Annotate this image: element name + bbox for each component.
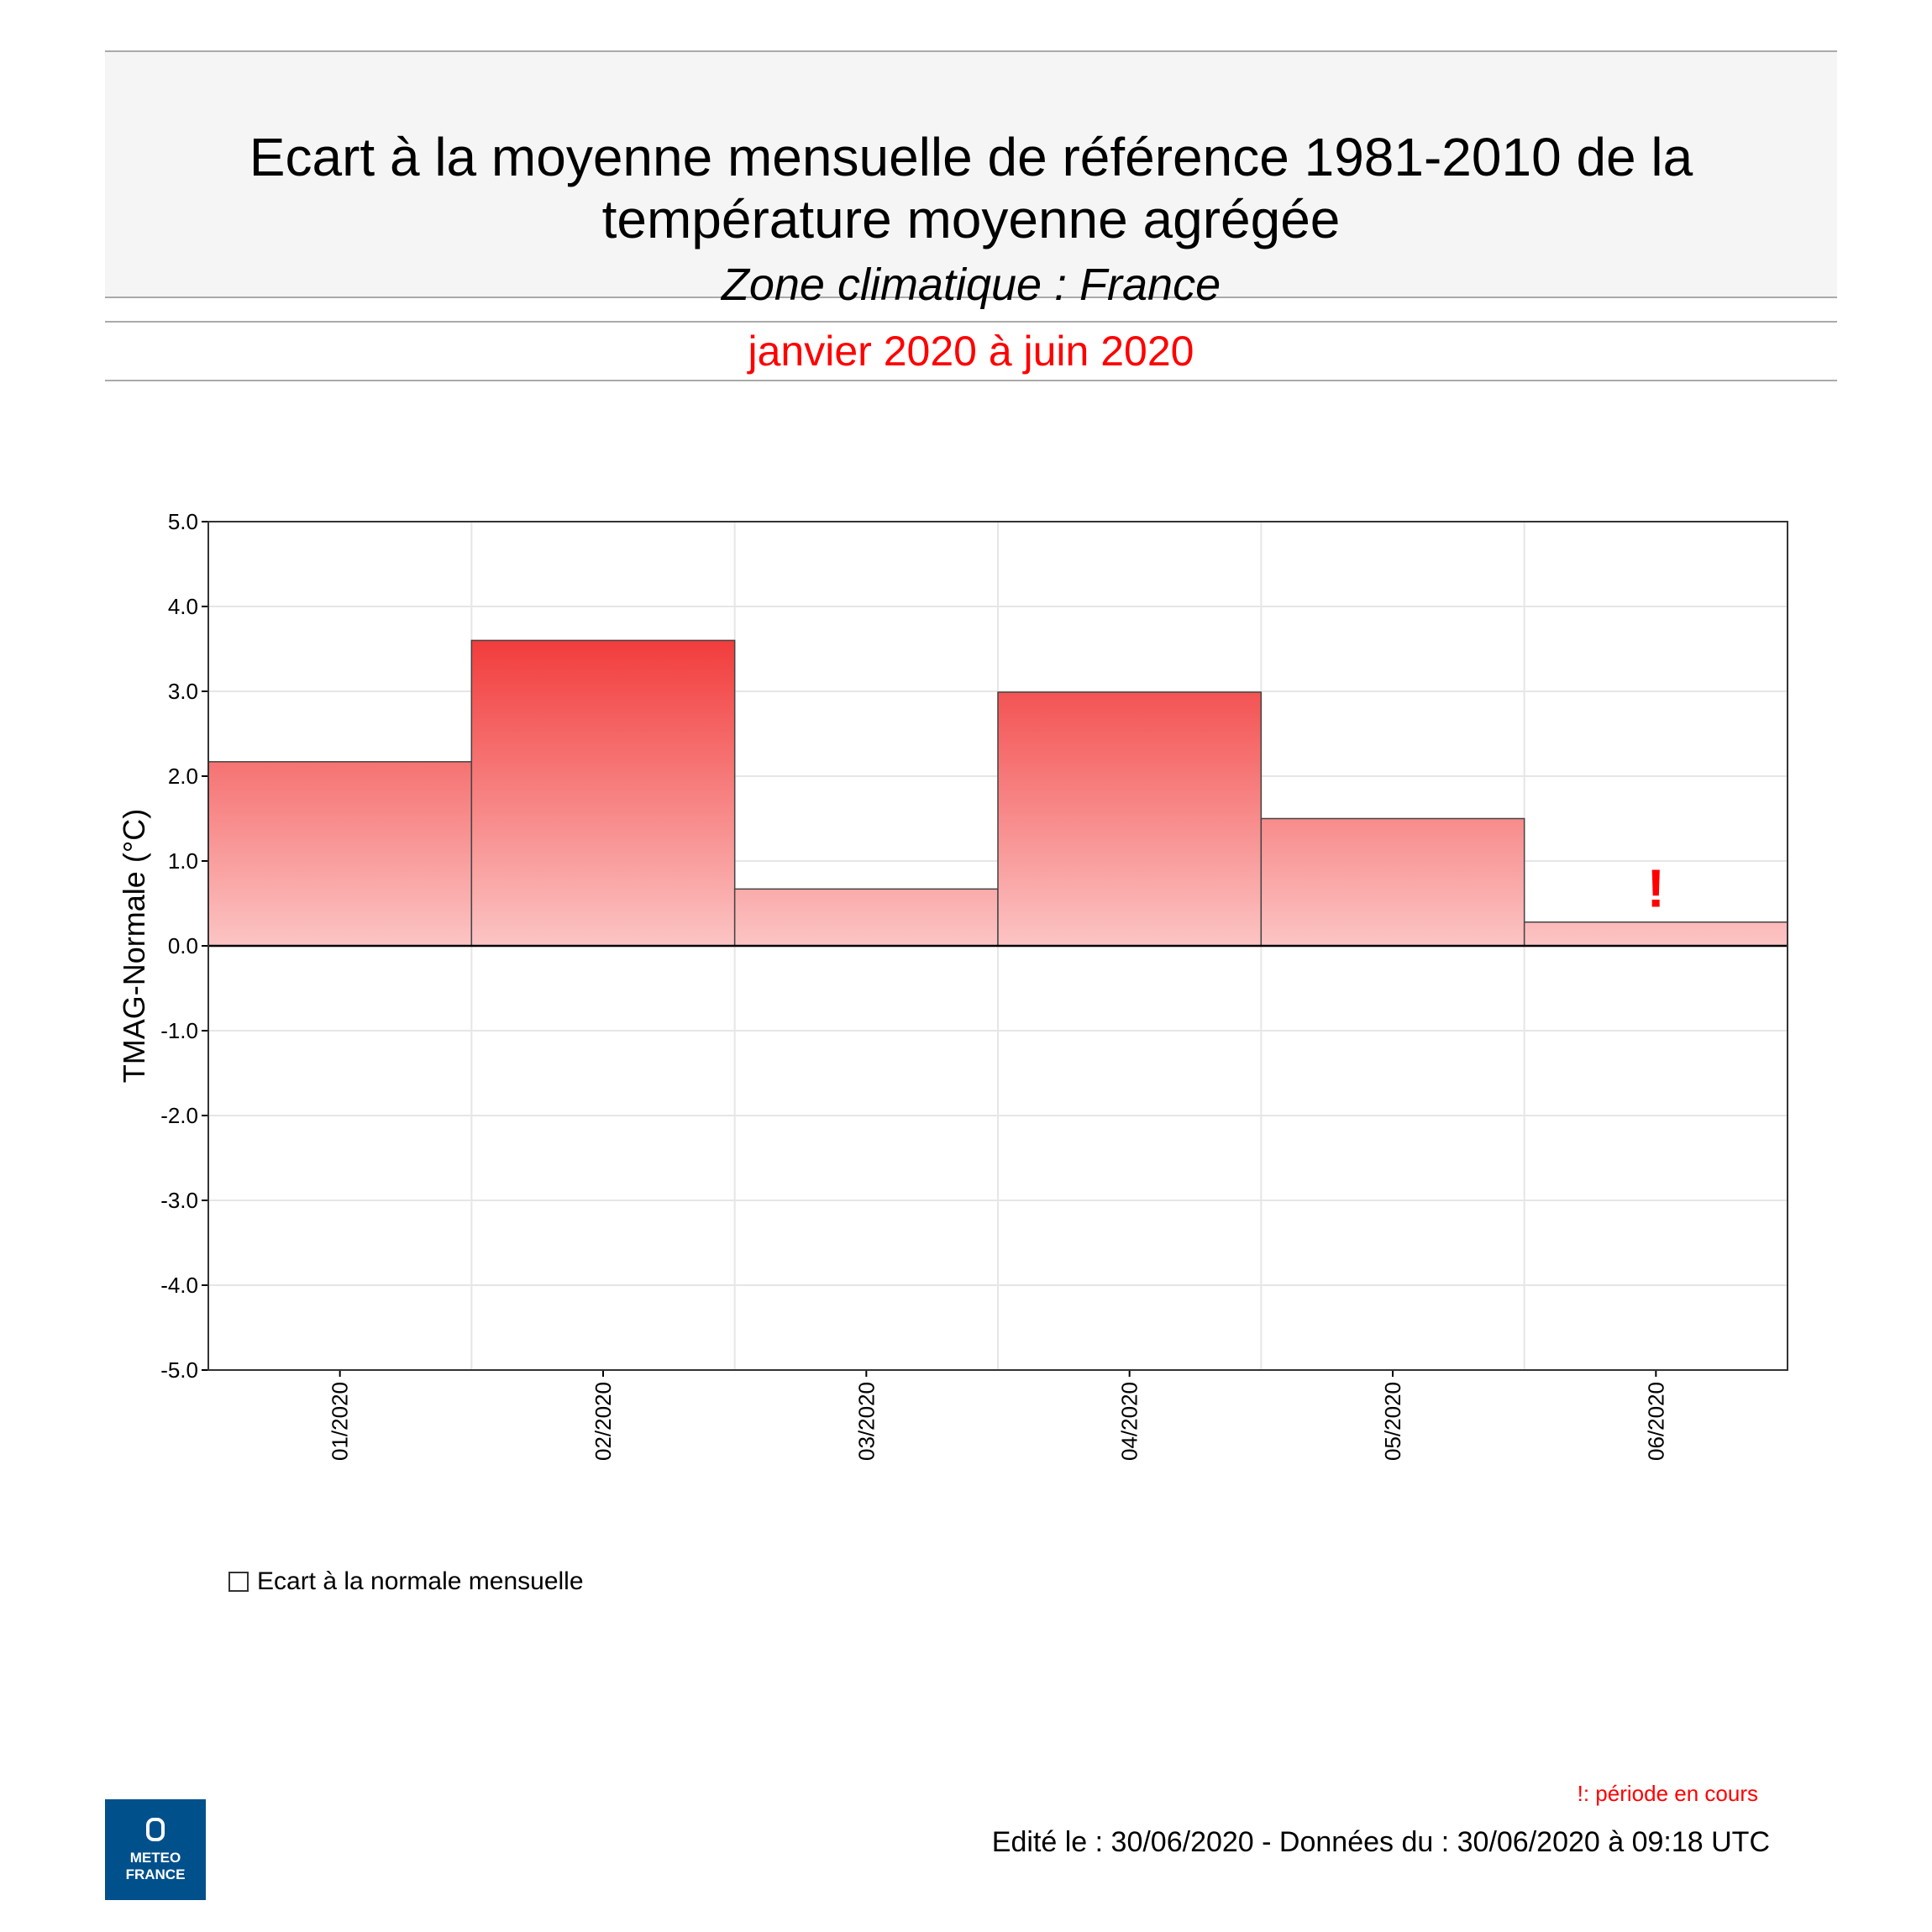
chart-title: Ecart à la moyenne mensuelle de référenc… bbox=[105, 126, 1837, 250]
bar-01-2020 bbox=[207, 761, 473, 947]
bar-02-2020 bbox=[470, 639, 736, 947]
y-tick-label: -2.0 bbox=[160, 1103, 198, 1128]
logo-line-1: METEO bbox=[129, 1850, 181, 1866]
x-tick-label: 04/2020 bbox=[1117, 1382, 1142, 1461]
y-tick-label: -4.0 bbox=[160, 1273, 198, 1298]
y-tick-label: -5.0 bbox=[160, 1357, 198, 1383]
legend: Ecart à la normale mensuelle bbox=[228, 1567, 584, 1596]
y-tick-label: 0.0 bbox=[168, 933, 198, 958]
y-tick-label: -3.0 bbox=[160, 1188, 198, 1213]
in-progress-note: !: période en cours bbox=[1577, 1781, 1758, 1806]
y-tick-label: -1.0 bbox=[160, 1018, 198, 1043]
logo-line-2: FRANCE bbox=[125, 1866, 186, 1882]
y-tick-label: 3.0 bbox=[168, 679, 198, 704]
period-label: janvier 2020 à juin 2020 bbox=[105, 321, 1837, 381]
legend-label: Ecart à la normale mensuelle bbox=[257, 1567, 584, 1595]
y-tick-label: 1.0 bbox=[168, 848, 198, 874]
bar-03-2020 bbox=[733, 888, 999, 947]
y-axis-label: TMAG-Normale (°C) bbox=[117, 809, 151, 1083]
y-tick-label: 5.0 bbox=[168, 509, 198, 534]
y-tick-label: 2.0 bbox=[168, 764, 198, 789]
bar-05-2020 bbox=[1260, 817, 1525, 947]
logo-mark-icon bbox=[146, 1818, 165, 1841]
meteo-france-logo: METEO FRANCE bbox=[105, 1799, 206, 1900]
x-tick-label: 03/2020 bbox=[853, 1382, 879, 1461]
plot-border bbox=[207, 521, 1788, 1371]
bar-04-2020 bbox=[997, 691, 1263, 947]
legend-swatch bbox=[228, 1572, 249, 1592]
edited-date: Edité le : 30/06/2020 - Données du : 30/… bbox=[991, 1826, 1770, 1858]
bar-06-2020 bbox=[1523, 921, 1788, 947]
x-tick-label: 02/2020 bbox=[591, 1382, 616, 1461]
chart-subtitle: Zone climatique : France bbox=[721, 260, 1221, 310]
title-line-2: température moyenne agrégée bbox=[601, 189, 1341, 249]
title-box: Ecart à la moyenne mensuelle de référenc… bbox=[105, 50, 1837, 310]
in-progress-marker: ! bbox=[1647, 858, 1665, 919]
x-tick-label: 06/2020 bbox=[1643, 1382, 1668, 1461]
title-line-1: Ecart à la moyenne mensuelle de référenc… bbox=[249, 127, 1693, 187]
x-tick-label: 01/2020 bbox=[328, 1382, 353, 1461]
x-tick-label: 05/2020 bbox=[1380, 1382, 1405, 1461]
y-tick-label: 4.0 bbox=[168, 594, 198, 619]
